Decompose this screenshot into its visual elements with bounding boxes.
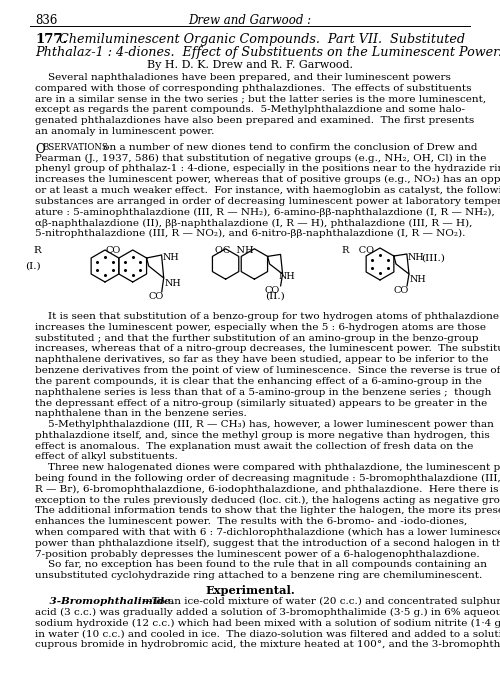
Text: It is seen that substitution of a benzo-group for two hydrogen atoms of phthalaz: It is seen that substitution of a benzo-… (35, 312, 499, 321)
Text: NH: NH (408, 253, 424, 262)
Text: effect is anomalous.  The explanation must await the collection of fresh data on: effect is anomalous. The explanation mus… (35, 441, 474, 451)
Text: sodium hydroxide (12 c.c.) which had been mixed with a solution of sodium nitrit: sodium hydroxide (12 c.c.) which had bee… (35, 619, 500, 627)
Text: R — Br), 6-bromophthalazdione, 6-iodophthalazdione, and phthalazdione.  Here the: R — Br), 6-bromophthalazdione, 6-iodopht… (35, 485, 500, 494)
Text: So far, no exception has been found to the rule that in all compounds containing: So far, no exception has been found to t… (35, 560, 487, 570)
Text: substituted ; and that the further substitution of an amino-group in the benzo-g: substituted ; and that the further subst… (35, 333, 478, 343)
Text: Experimental.: Experimental. (205, 585, 295, 596)
Text: (II.): (II.) (265, 292, 285, 301)
Text: cuprous bromide in hydrobromic acid, the mixture heated at 100°, and the 3-bromo: cuprous bromide in hydrobromic acid, the… (35, 640, 500, 649)
Text: except as regards the parent compounds.  5-Methylphthalazdione and some halo-: except as regards the parent compounds. … (35, 105, 465, 114)
Text: increases the luminescent power, especially when the 5 : 6-hydrogen atoms are th: increases the luminescent power, especia… (35, 323, 486, 332)
Text: CO: CO (148, 292, 164, 301)
Text: exception to the rules previously deduced (loc. cit.), the halogens acting as ne: exception to the rules previously deduce… (35, 496, 500, 504)
Text: NH: NH (278, 272, 295, 281)
Text: R: R (33, 246, 41, 255)
Text: The additional information tends to show that the lighter the halogen, the more : The additional information tends to show… (35, 507, 500, 515)
Text: 3-Bromophthalimide.: 3-Bromophthalimide. (35, 597, 174, 606)
Text: genated phthalazdiones have also been prepared and examined.  The first presents: genated phthalazdiones have also been pr… (35, 116, 474, 125)
Text: Three new halogenated diones were compared with phthalazdione, the luminescent p: Three new halogenated diones were compar… (35, 463, 500, 472)
Text: phthalazdione itself, and, since the methyl group is more negative than hydrogen: phthalazdione itself, and, since the met… (35, 430, 490, 440)
Text: Phthalaz-1 : 4-diones.  Effect of Substituents on the Luminescent Power.: Phthalaz-1 : 4-diones. Effect of Substit… (35, 46, 500, 59)
Text: when compared with that with 6 : 7-dichlorophthalazdione (which has a lower lumi: when compared with that with 6 : 7-dichl… (35, 528, 500, 537)
Text: CO: CO (265, 286, 280, 295)
Text: Drew and Garwood :: Drew and Garwood : (188, 14, 312, 27)
Text: compared with those of corresponding phthalazdiones.  The effects of substituent: compared with those of corresponding pht… (35, 84, 472, 93)
Text: being found in the following order of decreasing magnitude : 5-bromophthalazdion: being found in the following order of de… (35, 474, 500, 483)
Text: 5-Methylphthalazdione (III, R — CH₃) has, however, a lower luminescent power tha: 5-Methylphthalazdione (III, R — CH₃) has… (35, 420, 494, 429)
Text: CO: CO (106, 246, 121, 255)
Text: (III.): (III.) (421, 254, 445, 263)
Text: NH: NH (162, 253, 179, 262)
Text: benzene derivatives from the point of view of luminescence.  Since the reverse i: benzene derivatives from the point of vi… (35, 366, 500, 375)
Text: —To an ice-cold mixture of water (20 c.c.) and concentrated sulphuric: —To an ice-cold mixture of water (20 c.c… (142, 597, 500, 606)
Text: enhances the luminescent power.  The results with the 6-bromo- and -iodo-diones,: enhances the luminescent power. The resu… (35, 517, 467, 526)
Text: BSERVATIONS: BSERVATIONS (42, 143, 108, 152)
Text: an anomaly in luminescent power.: an anomaly in luminescent power. (35, 127, 214, 136)
Text: increases, whereas that of a nitro-group decreases, the luminescent power.  The : increases, whereas that of a nitro-group… (35, 344, 500, 353)
Text: NH: NH (410, 275, 426, 284)
Text: 7-position probably depresses the luminescent power of a 6-halogenophthalazdione: 7-position probably depresses the lumine… (35, 549, 480, 559)
Text: the parent compounds, it is clear that the enhancing effect of a 6-amino-group i: the parent compounds, it is clear that t… (35, 377, 482, 386)
Text: CO: CO (394, 286, 408, 295)
Text: the depressant effect of a nitro-group (similarly situated) appears to be greate: the depressant effect of a nitro-group (… (35, 399, 487, 407)
Text: αβ-naphthalazdione (II), ββ-naphthalazdione (I, R — H), phthalazdione (III, R — : αβ-naphthalazdione (II), ββ-naphthalazdi… (35, 219, 472, 227)
Text: increases the luminescent power, whereas that of positive groups (e.g., NO₂) has: increases the luminescent power, whereas… (35, 175, 500, 184)
Text: 836: 836 (35, 14, 58, 27)
Text: naphthalene series is less than that of a 5-amino-group in the benzene series ; : naphthalene series is less than that of … (35, 388, 492, 397)
Text: substances are arranged in order of decreasing luminescent power at laboratory t: substances are arranged in order of decr… (35, 197, 500, 206)
Text: Pearman (J., 1937, 586) that substitution of negative groups (e.g., NH₂, OH, Cl): Pearman (J., 1937, 586) that substitutio… (35, 153, 486, 163)
Text: acid (3 c.c.) was gradually added a solution of 3-bromophthalimide (3·5 g.) in 6: acid (3 c.c.) was gradually added a solu… (35, 608, 500, 617)
Text: R   CO: R CO (342, 246, 374, 255)
Text: Chemiluminescent Organic Compounds.  Part VII.  Substituted: Chemiluminescent Organic Compounds. Part… (59, 33, 465, 46)
Text: or at least a much weaker effect.  For instance, with haemoglobin as catalyst, t: or at least a much weaker effect. For in… (35, 186, 500, 195)
Text: 5-nitrophthalazdione (III, R — NO₂), and 6-nitro-ββ-naphthalazdione (I, R — NO₂): 5-nitrophthalazdione (III, R — NO₂), and… (35, 230, 466, 238)
Text: on a number of new diones tend to confirm the conclusion of Drew and: on a number of new diones tend to confir… (100, 143, 477, 152)
Text: naphthalene than in the benzene series.: naphthalene than in the benzene series. (35, 409, 247, 418)
Text: (I.): (I.) (25, 262, 40, 271)
Text: in water (10 c.c.) and cooled in ice.  The diazo-solution was filtered and added: in water (10 c.c.) and cooled in ice. Th… (35, 629, 500, 638)
Text: are in a similar sense in the two series ; but the latter series is the more lum: are in a similar sense in the two series… (35, 94, 486, 104)
Text: unsubstituted cyclohydrazide ring attached to a benzene ring are chemiluminescen: unsubstituted cyclohydrazide ring attach… (35, 571, 482, 580)
Text: naphthalene derivatives, so far as they have been studied, appear to be inferior: naphthalene derivatives, so far as they … (35, 355, 488, 364)
Text: NH: NH (164, 279, 182, 288)
Text: O: O (35, 143, 44, 155)
Text: phenyl group of phthalaz-1 : 4-dione, especially in the positions near to the hy: phenyl group of phthalaz-1 : 4-dione, es… (35, 164, 500, 173)
Text: effect of alkyl substituents.: effect of alkyl substituents. (35, 452, 178, 462)
Text: By H. D. K. Drew and R. F. Garwood.: By H. D. K. Drew and R. F. Garwood. (147, 60, 353, 70)
Text: 177.: 177. (35, 33, 67, 46)
Text: Several naphthaladiones have been prepared, and their luminescent powers: Several naphthaladiones have been prepar… (35, 73, 451, 82)
Text: OC  NH: OC NH (215, 246, 254, 255)
Text: ature : 5-aminophthalazdione (III, R — NH₂), 6-amino-ββ-naphthalazdione (I, R — : ature : 5-aminophthalazdione (III, R — N… (35, 208, 495, 217)
Text: power than phthalazdione itself), suggest that the introduction of a second halo: power than phthalazdione itself), sugges… (35, 539, 500, 548)
